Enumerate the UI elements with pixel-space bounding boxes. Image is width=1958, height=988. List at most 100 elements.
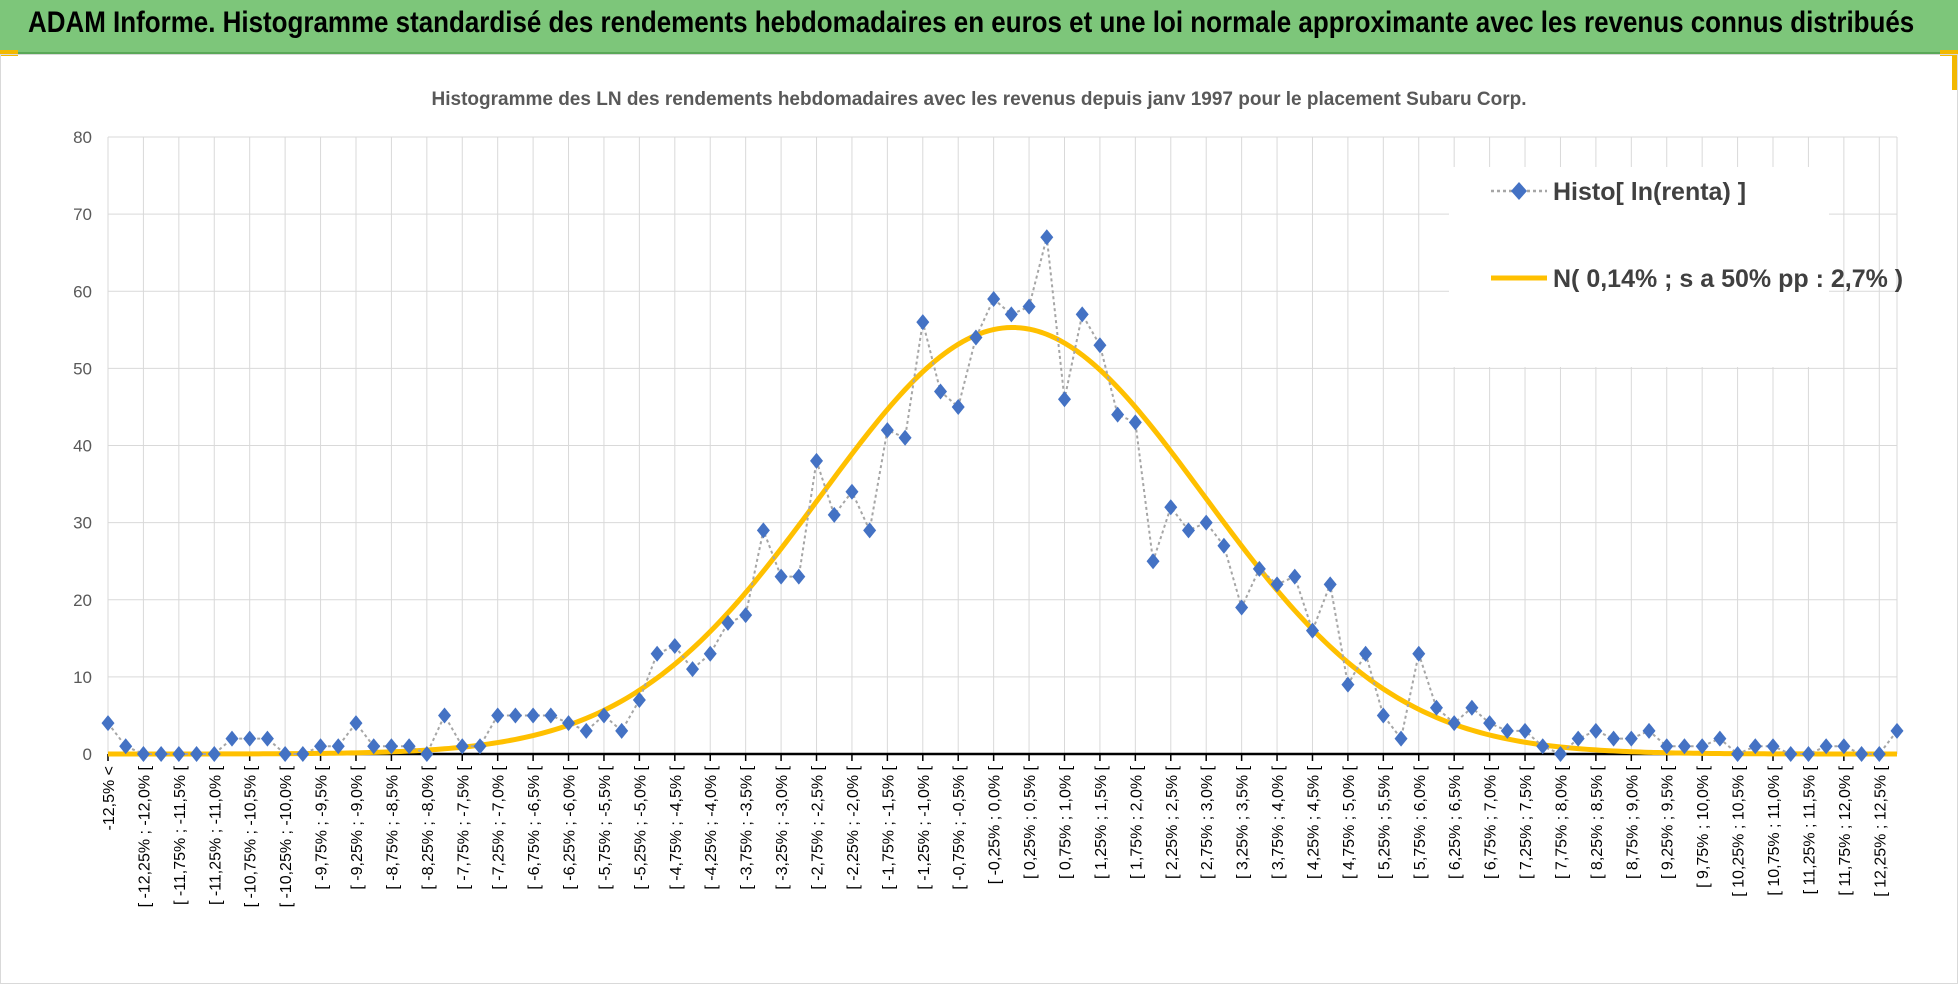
legend-normal-label: N( 0,14% ; s a 50% pp : 2,7% ) [1553, 265, 1903, 293]
histo-point [1571, 730, 1585, 747]
x-tick-label: [ 6,75% ; 7,0% [ [1483, 765, 1500, 879]
chart-area: Histogramme des LN des rendements hebdom… [0, 54, 1958, 984]
histo-point [225, 730, 239, 747]
legend-histo-label: Histo[ ln(renta) ] [1553, 178, 1746, 206]
x-tick-label: [ -8,75% ; -8,5% [ [384, 765, 401, 889]
legend: Histo[ ln(renta) ] N( 0,14% ; s a 50% pp… [1449, 167, 1903, 367]
x-tick-label: [ -6,25% ; -6,0% [ [562, 765, 579, 889]
histo-point [1412, 645, 1426, 662]
histo-point [1146, 553, 1160, 570]
x-tick-label: [ 2,25% ; 2,5% [ [1164, 765, 1181, 879]
histo-point [1305, 622, 1319, 639]
corner-accent-right [1940, 50, 1958, 56]
histo-point [331, 738, 345, 755]
x-tick-label: [ -1,25% ; -1,0% [ [916, 765, 933, 889]
histo-point [1057, 391, 1071, 408]
y-tick-label: 80 [73, 128, 92, 147]
histo-point [650, 645, 664, 662]
legend-box [1449, 167, 1829, 367]
x-tick-label: [ -4,75% ; -4,5% [ [668, 765, 685, 889]
x-tick-label: [ -0,75% ; -0,5% [ [951, 765, 968, 889]
x-tick-label: [ 7,75% ; 8,0% [ [1553, 765, 1570, 879]
histo-point [739, 607, 753, 624]
histo-point [579, 722, 593, 739]
x-tick-label: [ 1,25% ; 1,5% [ [1093, 765, 1110, 879]
x-tick-label: [ -6,75% ; -6,5% [ [526, 765, 543, 889]
histo-point [1199, 514, 1213, 531]
x-tick-label: [ -9,75% ; -9,5% [ [314, 765, 331, 889]
histo-point [508, 707, 522, 724]
x-tick-label: [ -3,75% ; -3,5% [ [739, 765, 756, 889]
histo-point [1855, 746, 1869, 762]
histo-point [1518, 722, 1532, 739]
histo-point [1766, 738, 1780, 755]
histo-point [1642, 722, 1656, 739]
histo-point [544, 707, 558, 724]
histo-point [1819, 738, 1833, 755]
x-tick-label: [ 8,25% ; 8,5% [ [1589, 765, 1606, 879]
histo-point [1429, 699, 1443, 716]
x-tick-label: [ -9,25% ; -9,0% [ [349, 765, 366, 889]
histo-point [1500, 722, 1514, 739]
histo-point [1359, 645, 1373, 662]
histo-point [367, 738, 381, 755]
x-tick-label: [ 12,25% ; 12,5% [ [1872, 765, 1889, 896]
histo-point [1589, 722, 1603, 739]
x-tick-label: -12,5% < [101, 766, 118, 830]
histo-point [1465, 699, 1479, 716]
histo-point [1447, 715, 1461, 732]
y-tick-label: 40 [73, 437, 92, 456]
histo-point [1252, 560, 1266, 577]
histo-point [402, 738, 416, 755]
x-tick-label: [ 11,25% ; 11,5% [ [1801, 765, 1818, 894]
x-tick-label: [ -11,75% ; -11,5% [ [172, 765, 189, 905]
histo-point [1040, 229, 1054, 246]
histo-point [792, 568, 806, 585]
x-tick-label: [ -7,25% ; -7,0% [ [491, 765, 508, 889]
x-tick-label: [ 7,25% ; 7,5% [ [1518, 765, 1535, 879]
histo-point [491, 707, 505, 724]
y-tick-label: 70 [73, 205, 92, 224]
x-tick-label: [ 10,75% ; 11,0% [ [1766, 765, 1783, 895]
y-tick-label: 10 [73, 668, 92, 687]
histo-point [420, 746, 434, 762]
x-tick-label: [ -2,75% ; -2,5% [ [810, 765, 827, 889]
x-tick-label: [ -5,25% ; -5,0% [ [632, 765, 649, 889]
x-tick-label: [ 2,75% ; 3,0% [ [1199, 765, 1216, 879]
histo-point [632, 692, 646, 709]
histo-point [243, 730, 257, 747]
x-tick-label: [ 6,25% ; 6,5% [ [1447, 765, 1464, 879]
x-tick-label: [ -12,25% ; -12,0% [ [136, 765, 153, 907]
histo-point [1181, 522, 1195, 539]
histo-point [314, 738, 328, 755]
histo-point [774, 568, 788, 585]
histo-point [686, 661, 700, 678]
histo-point [1288, 568, 1302, 585]
x-tick-label: [ 8,75% ; 9,0% [ [1624, 765, 1641, 879]
x-tick-label: [ 11,75% ; 12,0% [ [1837, 765, 1854, 895]
histo-point [1536, 738, 1550, 755]
histo-point [1731, 746, 1745, 762]
histo-point [190, 746, 204, 762]
x-tick-label: [ 3,25% ; 3,5% [ [1235, 765, 1252, 879]
x-tick-label: [ 0,25% ; 0,5% [ [1022, 765, 1039, 879]
page-title: ADAM Informe. Histogramme standardisé de… [28, 6, 1915, 39]
histo-point [969, 329, 983, 346]
x-tick-label: [ -7,75% ; -7,5% [ [455, 765, 472, 889]
y-tick-label: 50 [73, 359, 92, 378]
histo-point [1235, 599, 1249, 616]
histo-point [1217, 537, 1231, 554]
histo-point [1376, 707, 1390, 724]
x-tick-label: [ -2,25% ; -2,0% [ [845, 765, 862, 889]
histo-point [756, 522, 770, 539]
corner-accent-right-vertical [1952, 50, 1958, 90]
histo-point [863, 522, 877, 539]
x-tick-label: [ -1,75% ; -1,5% [ [880, 765, 897, 889]
histo-point [597, 707, 611, 724]
legend-histo-marker [1511, 182, 1527, 200]
histo-point [721, 614, 735, 631]
histo-point [668, 638, 682, 655]
histo-point [827, 506, 841, 523]
x-tick-label: [ 5,25% ; 5,5% [ [1376, 765, 1393, 879]
histo-point [1323, 576, 1337, 593]
